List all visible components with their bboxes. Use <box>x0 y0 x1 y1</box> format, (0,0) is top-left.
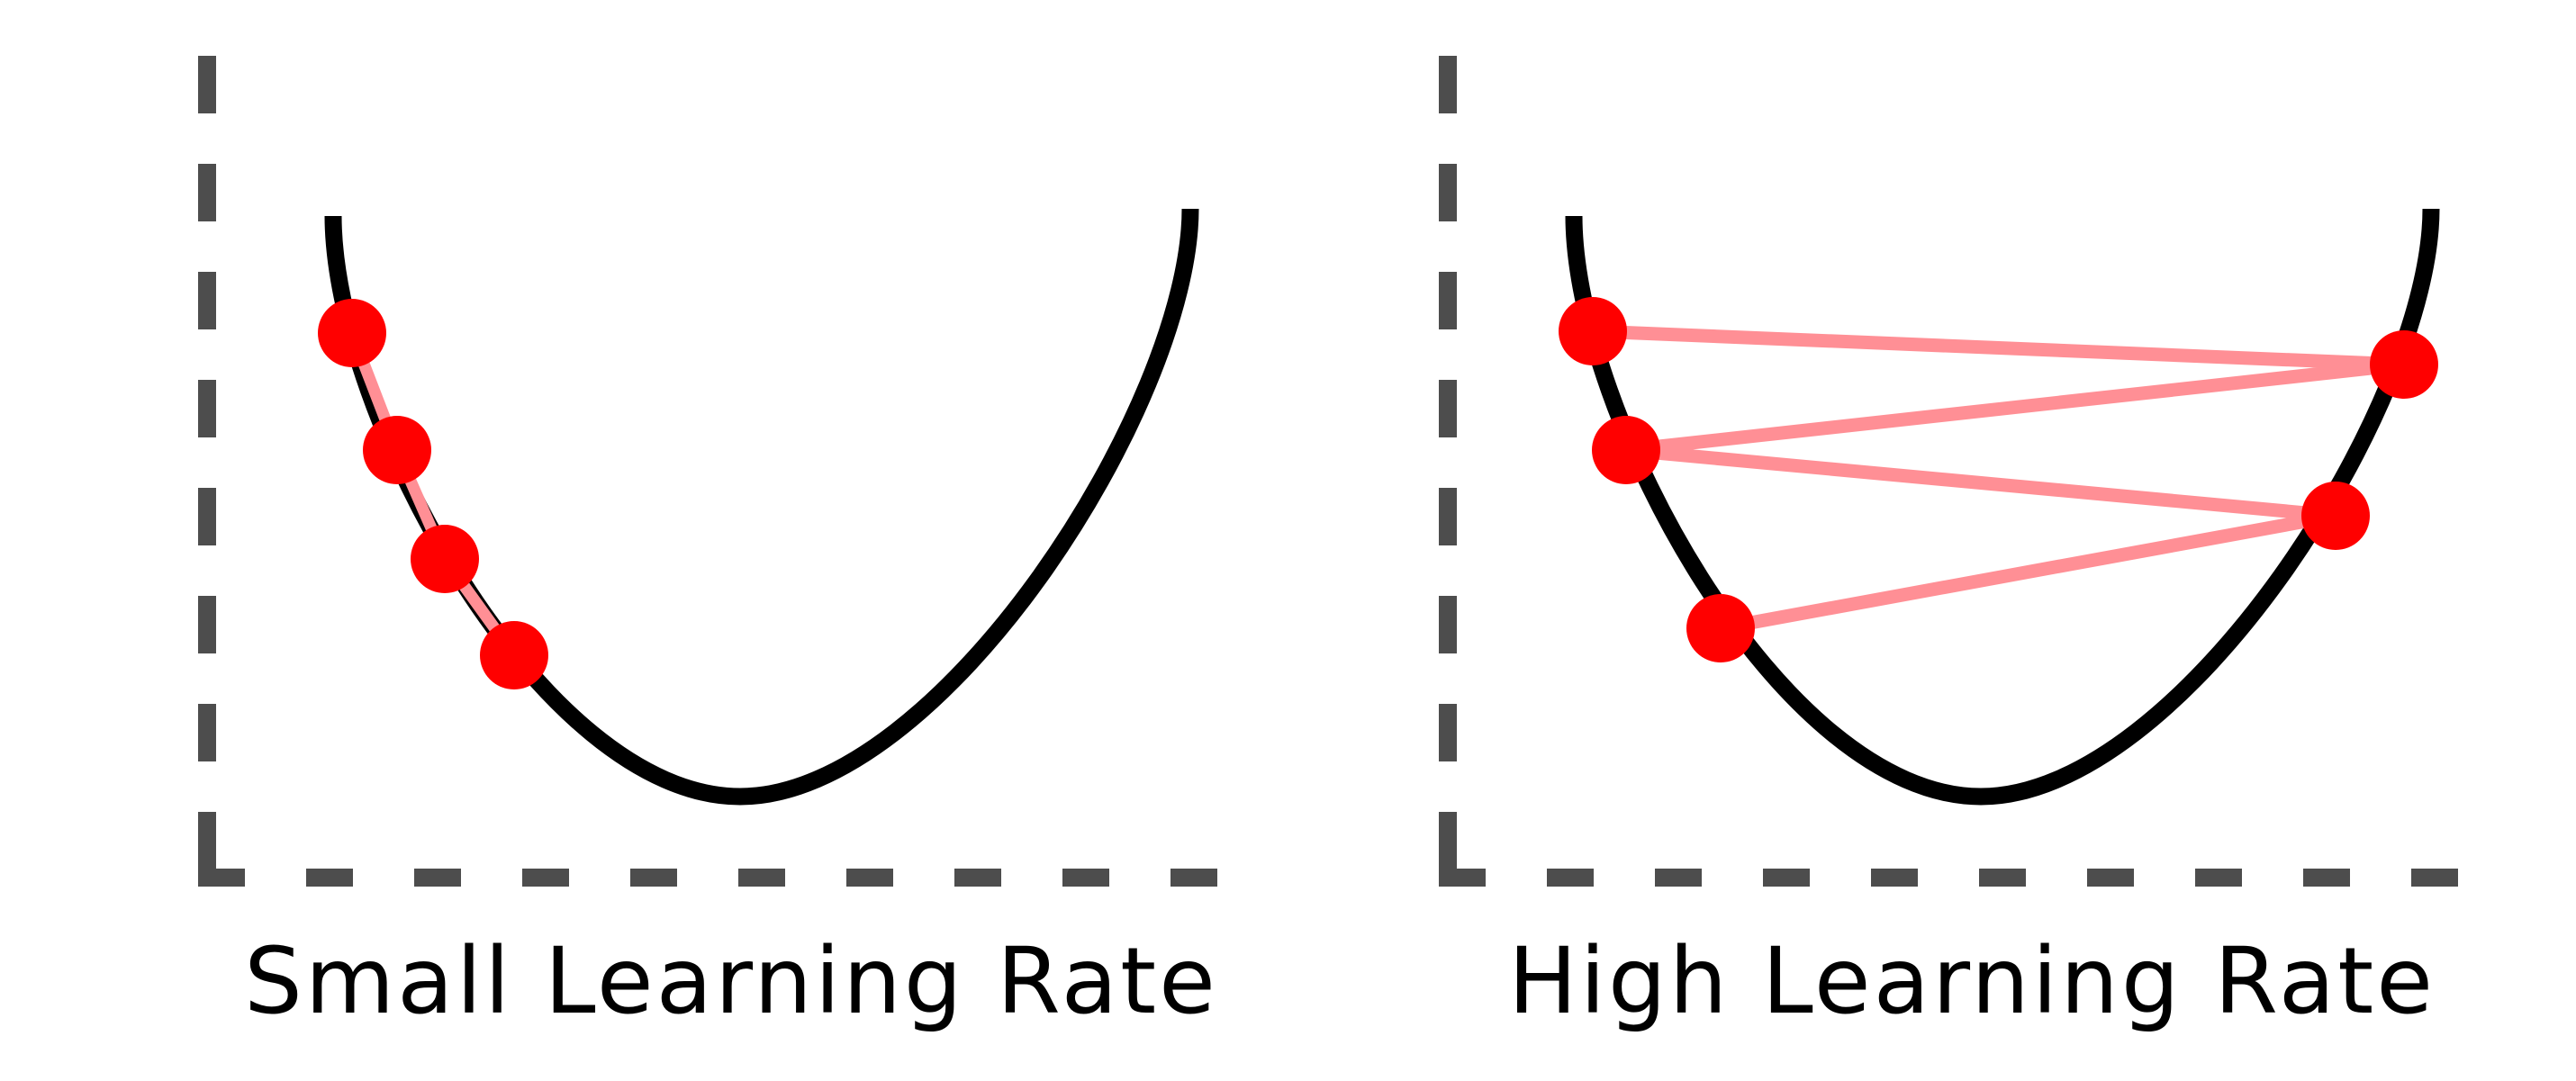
gradient-step-path <box>346 330 520 659</box>
step-point-4 <box>480 621 548 689</box>
step-point-3 <box>1592 416 1660 484</box>
step-point-2 <box>2370 330 2438 399</box>
step-point-3 <box>411 525 479 593</box>
step-point-1 <box>1559 297 1627 365</box>
loss-curve <box>1565 208 2440 806</box>
panel-small-learning-rate: Small Learning Rate <box>198 56 1265 1035</box>
loss-curve <box>324 208 1199 806</box>
panel-high-learning-rate: High Learning Rate <box>1439 56 2506 1035</box>
step-point-4 <box>2301 482 2370 550</box>
panel-caption: Small Learning Rate <box>244 928 1218 1035</box>
step-point-2 <box>363 416 431 484</box>
step-point-1 <box>318 299 386 367</box>
step-point-5 <box>1686 594 1755 662</box>
panel-caption: High Learning Rate <box>1508 928 2436 1035</box>
